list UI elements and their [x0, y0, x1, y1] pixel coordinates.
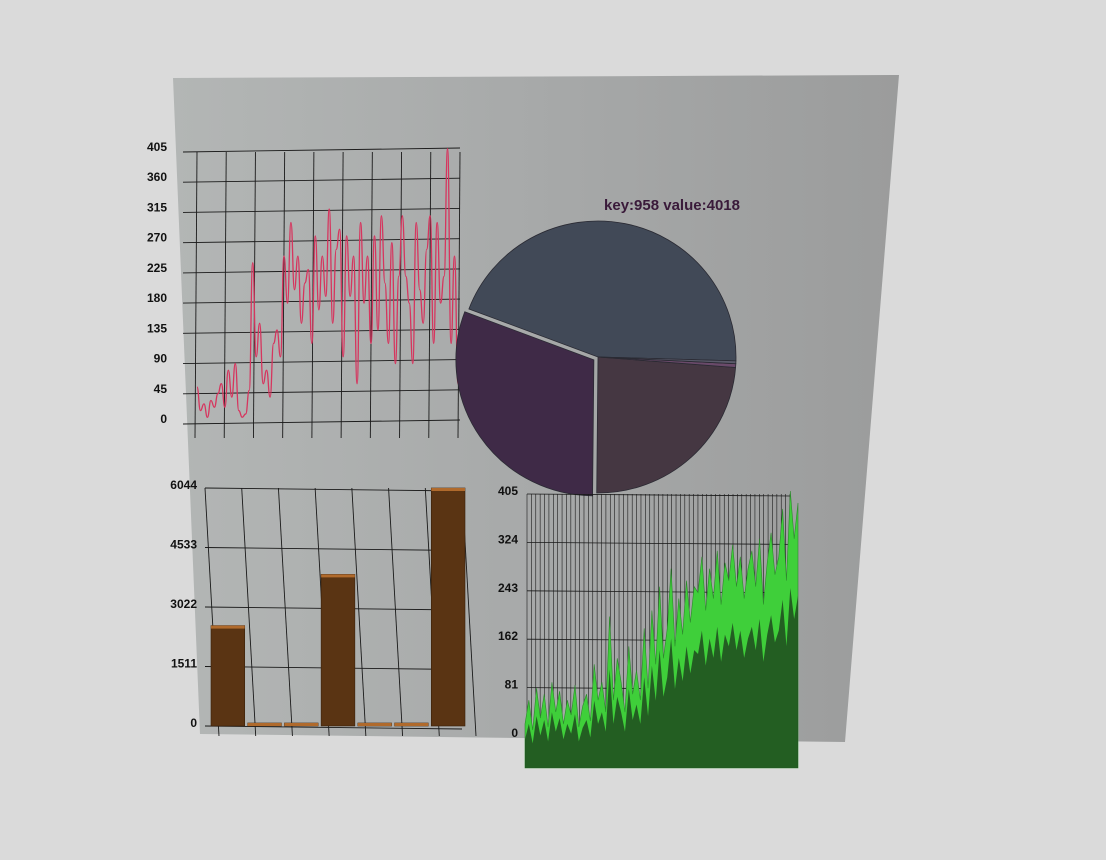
- bar-top: [247, 723, 282, 726]
- area-y-tick-label: 243: [498, 581, 518, 595]
- line-gridline-x: [223, 151, 227, 439]
- area-y-tick-label: 81: [505, 678, 519, 692]
- area-y-tick-label: 162: [498, 629, 518, 643]
- area-y-tick-label: 405: [498, 484, 518, 498]
- area-chart: 405 324 243 162 81 0: [498, 484, 799, 769]
- area-y-tick-label: 324: [498, 532, 518, 546]
- line-gridline-x: [194, 151, 198, 439]
- area-y-tick-label: 0: [511, 726, 518, 740]
- line-y-tick-label: 315: [147, 200, 167, 214]
- line-gridline-y: [182, 207, 461, 213]
- line-gridline-x: [369, 151, 373, 439]
- bar-top: [357, 723, 392, 726]
- bar-chart: 6044 4533 3022 1511 0: [170, 478, 477, 737]
- pie-slice: [596, 356, 737, 494]
- line-gridline-y: [182, 389, 461, 395]
- bar-gridline-x: [277, 487, 293, 737]
- pie-slice: [597, 356, 737, 365]
- bar: [210, 625, 246, 727]
- bar: [320, 574, 356, 727]
- line-chart: 405 360 315 270 225 180 135 90 45 0: [147, 140, 461, 439]
- bar-gridline-x: [241, 487, 257, 737]
- bar-top: [431, 488, 465, 491]
- pie-chart: key:958 value:4018: [455, 197, 740, 497]
- bar: [430, 487, 466, 727]
- bar-y-tick-label: 6044: [170, 478, 197, 492]
- pie-slice: [455, 311, 595, 497]
- bar-y-tick-label: 3022: [170, 597, 197, 611]
- line-y-tick-label: 270: [147, 231, 167, 245]
- line-y-tick-label: 45: [154, 382, 168, 396]
- line-gridline-y: [182, 419, 461, 425]
- line-gridline-y: [182, 147, 461, 153]
- bar-y-tick-label: 1511: [171, 657, 197, 671]
- bar-gridline-x: [388, 487, 404, 737]
- bar-y-tick-label: 0: [190, 716, 197, 730]
- line-gridline-x: [428, 151, 432, 439]
- line-gridline-x: [282, 151, 286, 439]
- line-gridline-y: [182, 238, 461, 244]
- area-series-shade: [525, 587, 798, 768]
- line-gridline-y: [182, 359, 461, 365]
- line-gridline-x: [457, 151, 461, 439]
- line-y-tick-label: 225: [147, 261, 167, 275]
- pie-chart-title: key:958 value:4018: [604, 197, 740, 214]
- line-y-tick-label: 180: [147, 291, 167, 305]
- line-y-tick-label: 405: [147, 140, 167, 154]
- bar-gridline-y: [204, 487, 463, 492]
- line-gridline-x: [340, 151, 344, 439]
- bar-top: [211, 625, 245, 629]
- line-gridline-x: [399, 151, 403, 439]
- bar-y-tick-label: 4533: [170, 538, 197, 552]
- line-y-tick-label: 360: [147, 170, 167, 184]
- bar-gridline-y: [204, 725, 463, 730]
- bar-top: [394, 723, 429, 726]
- line-y-tick-label: 90: [154, 352, 168, 366]
- line-y-tick-label: 0: [160, 412, 167, 426]
- line-y-tick-label: 135: [147, 321, 167, 335]
- pie-slice: [468, 220, 737, 362]
- line-gridline-y: [182, 177, 461, 183]
- bar-top: [284, 723, 319, 726]
- bar-gridline-y: [204, 547, 463, 551]
- bar-gridline-x: [351, 487, 367, 737]
- bar-top: [321, 574, 355, 578]
